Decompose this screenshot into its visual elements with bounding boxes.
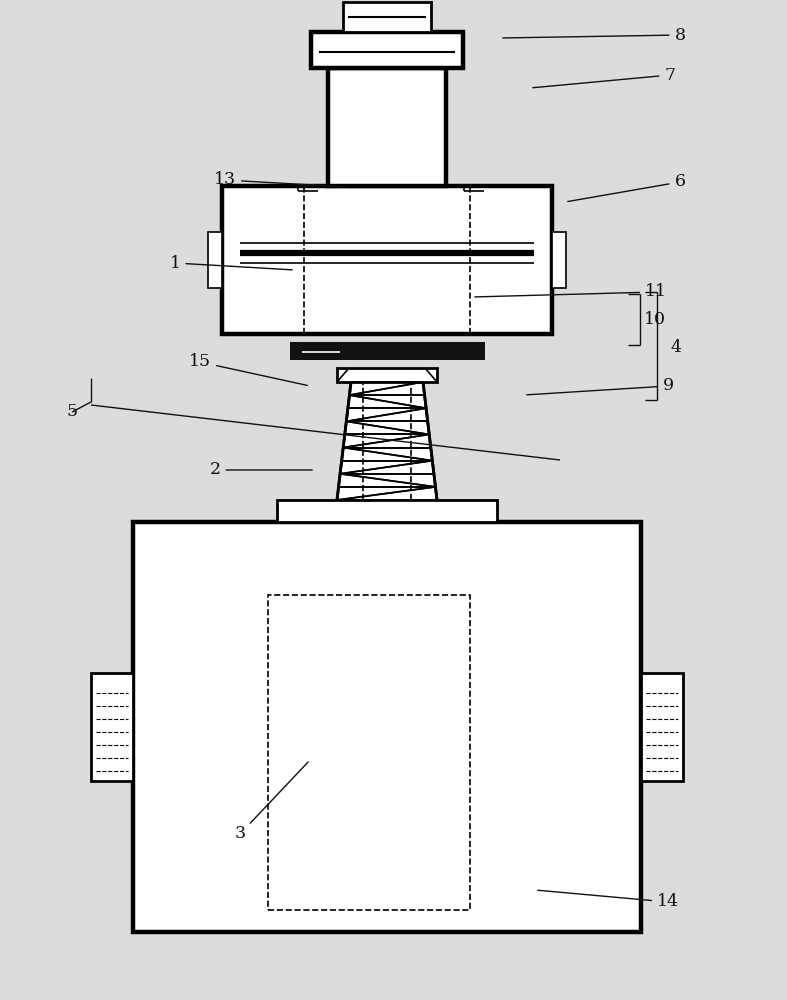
Bar bbox=[552, 232, 566, 288]
Text: 13: 13 bbox=[214, 172, 345, 188]
Bar bbox=[337, 368, 437, 382]
Text: 9: 9 bbox=[527, 377, 674, 395]
Text: 11: 11 bbox=[475, 284, 667, 300]
Bar bbox=[328, 68, 446, 186]
Bar bbox=[343, 2, 431, 32]
Text: 1: 1 bbox=[169, 254, 292, 271]
Bar bbox=[91, 673, 133, 781]
Text: 10: 10 bbox=[644, 312, 666, 328]
Bar bbox=[290, 342, 485, 360]
Text: 15: 15 bbox=[189, 354, 307, 385]
Text: 4: 4 bbox=[671, 338, 682, 356]
Bar bbox=[208, 232, 222, 288]
Text: 6: 6 bbox=[567, 174, 685, 202]
Bar bbox=[222, 186, 552, 334]
Bar bbox=[277, 500, 497, 522]
Bar bbox=[641, 673, 683, 781]
Text: 2: 2 bbox=[209, 462, 312, 479]
Bar bbox=[268, 595, 470, 910]
Bar bbox=[133, 522, 641, 932]
Text: 3: 3 bbox=[235, 762, 308, 842]
Bar bbox=[311, 32, 463, 68]
Text: 5: 5 bbox=[66, 403, 78, 420]
Text: 8: 8 bbox=[503, 26, 685, 43]
Text: 14: 14 bbox=[538, 890, 679, 910]
Polygon shape bbox=[337, 382, 437, 500]
Text: 7: 7 bbox=[533, 66, 675, 88]
